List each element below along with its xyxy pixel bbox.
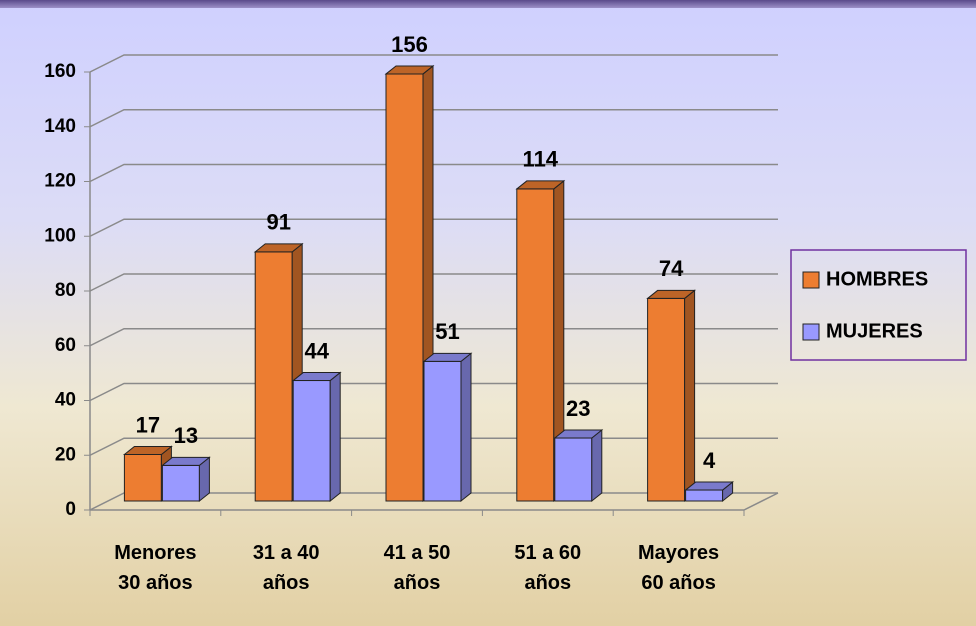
bar-top xyxy=(646,289,697,299)
y-tick-label: 40 xyxy=(55,390,76,411)
bar-top xyxy=(160,456,211,466)
bar-front xyxy=(516,188,555,502)
bar xyxy=(515,179,566,503)
y-tick-label: 160 xyxy=(44,61,76,82)
grid-line xyxy=(89,218,778,237)
y-tick-label: 120 xyxy=(44,171,76,192)
x-tick-label: 41 a 50 años xyxy=(383,542,451,594)
legend-swatch xyxy=(802,323,820,341)
value-label: 13 xyxy=(174,423,198,448)
y-tick-label: 80 xyxy=(55,280,76,301)
bar xyxy=(553,428,604,503)
bar-front xyxy=(385,73,424,502)
bar-side xyxy=(591,428,603,503)
bar-top xyxy=(422,352,473,362)
legend-label: MUJERES xyxy=(826,320,923,342)
value-label: 4 xyxy=(703,448,716,473)
value-label: 156 xyxy=(391,32,428,57)
bar-front xyxy=(292,380,331,502)
title-bar xyxy=(0,0,976,8)
bar-front xyxy=(254,251,293,502)
grid-line xyxy=(89,163,778,183)
value-label: 44 xyxy=(304,338,329,363)
legend-box xyxy=(790,249,967,361)
x-tick-label: 51 a 60 años xyxy=(514,542,582,594)
bar xyxy=(160,456,211,503)
bar-top xyxy=(515,180,566,190)
bar xyxy=(646,289,697,503)
bar-top xyxy=(291,372,342,382)
bar-side xyxy=(684,289,696,503)
legend-swatch xyxy=(802,271,820,289)
bar-top xyxy=(684,481,735,491)
value-label: 17 xyxy=(136,412,160,437)
x-tick-label: Mayores 60 años xyxy=(638,542,720,594)
bar-front xyxy=(423,360,462,502)
bar-top xyxy=(122,445,173,455)
y-tick-label: 60 xyxy=(55,335,76,356)
value-label: 91 xyxy=(266,210,290,235)
bar-front xyxy=(647,297,686,502)
bar xyxy=(291,371,342,503)
legend-label: HOMBRES xyxy=(826,268,928,290)
bar-top xyxy=(553,429,604,439)
legend: HOMBRES MUJERES xyxy=(790,249,967,361)
bar-top xyxy=(253,243,304,253)
bar xyxy=(422,352,473,503)
bar-front xyxy=(554,437,593,502)
grid-line xyxy=(89,54,778,73)
y-tick-label: 0 xyxy=(65,499,76,520)
y-tick-label: 20 xyxy=(55,444,76,465)
bar-side xyxy=(329,371,341,503)
grid-line xyxy=(89,109,778,128)
value-label: 74 xyxy=(659,256,684,281)
x-tick-label: 31 a 40 años xyxy=(252,542,320,594)
bar-front xyxy=(161,464,200,502)
bar-top xyxy=(384,65,435,75)
y-tick-label: 100 xyxy=(44,225,76,246)
y-tick-label: 140 xyxy=(44,116,76,137)
value-label: 114 xyxy=(523,147,559,172)
bar xyxy=(684,481,735,503)
x-tick-label: Menores 30 años xyxy=(114,542,197,594)
bar-front xyxy=(685,489,724,502)
bar xyxy=(253,242,304,503)
value-label: 51 xyxy=(435,319,459,344)
bar-side xyxy=(460,352,472,503)
bar-front xyxy=(123,453,162,502)
value-label: 23 xyxy=(566,396,590,421)
